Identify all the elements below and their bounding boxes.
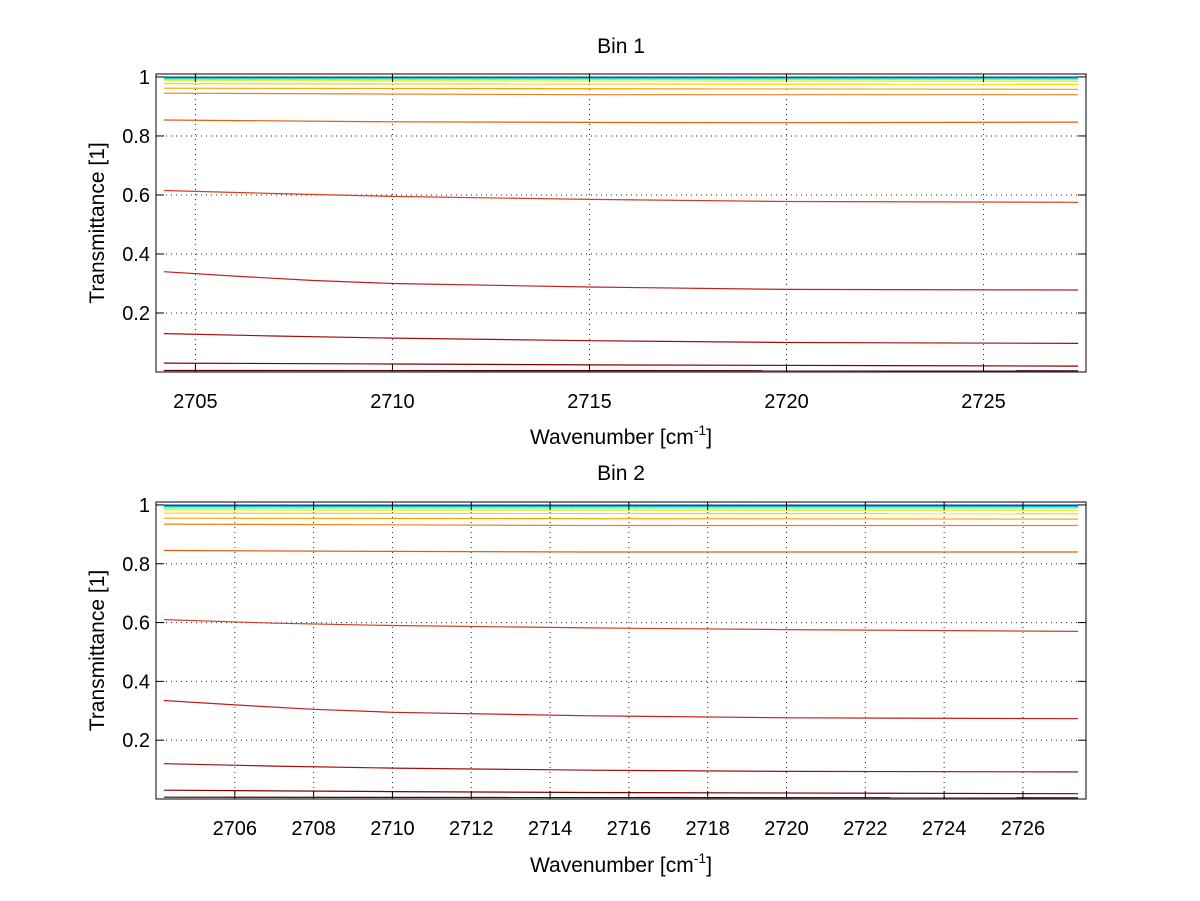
series-line-10 [163, 619, 1079, 633]
series-line-9 [163, 549, 1079, 553]
chart-title: Bin 2 [597, 462, 645, 485]
x-tick-label: 2725 [961, 391, 1006, 413]
x-tick-label: 2706 [213, 818, 258, 840]
y-axis-label: Transmittance [1] [86, 570, 109, 731]
series-line-11 [163, 699, 1079, 720]
y-tick-label: 1 [139, 495, 150, 517]
y-tick-label: 0.2 [122, 730, 150, 752]
y-tick-label: 0.4 [122, 671, 150, 693]
y-tick-label: 0.6 [122, 613, 150, 635]
x-tick-label: 2720 [764, 818, 809, 840]
chart-panel-2: 2706 2708 2710 2712 2714 2716 2718 2720 2722 2724… [86, 462, 1087, 877]
y-tick-label: 0.2 [122, 303, 150, 325]
series-line-14 [163, 796, 1079, 799]
x-tick-label: 2722 [843, 818, 888, 840]
y-axis-label: Transmittance [1] [86, 142, 109, 303]
x-axis-label: Wavenumber [cm-1] [530, 422, 712, 449]
axes-box [155, 501, 1087, 800]
y-tick-label: 0.8 [122, 126, 150, 148]
x-tick-label: 2724 [922, 818, 967, 840]
series-line-8 [163, 92, 1079, 96]
chart-panel-1: 2705 2710 2715 2720 2725 0.2 0.4 0.6 0.8 1 Bin 1 Wa… [86, 35, 1087, 449]
y-tick-label: 0.4 [122, 244, 150, 266]
y-tick-label: 0.8 [122, 554, 150, 576]
x-axis-label: Wavenumber [cm-1] [530, 850, 712, 877]
series-line-7 [163, 517, 1079, 520]
series-line-6 [163, 83, 1079, 85]
series-line-6 [163, 512, 1079, 515]
y-tick-label: 1 [139, 67, 150, 89]
x-tick-label: 2712 [449, 818, 494, 840]
series-line-7 [163, 87, 1079, 90]
x-tick-label: 2726 [1001, 818, 1046, 840]
series-line-11 [163, 271, 1079, 291]
x-tick-label: 2710 [370, 818, 415, 840]
x-tick-label: 2710 [370, 391, 415, 413]
series-line-9 [163, 119, 1079, 124]
x-tick-label: 2716 [607, 818, 652, 840]
y-tick-label: 0.6 [122, 185, 150, 207]
series-line-13 [163, 362, 1079, 367]
series-line-13 [163, 789, 1079, 795]
x-tick-label: 2715 [567, 391, 612, 413]
x-tick-label: 2705 [173, 391, 218, 413]
chart-title: Bin 1 [597, 35, 645, 58]
axes-box [155, 73, 1087, 373]
x-tick-label: 2714 [528, 818, 573, 840]
series-line-12 [163, 333, 1079, 344]
x-tick-label: 2718 [685, 818, 730, 840]
series-line-8 [163, 523, 1079, 527]
series-line-12 [163, 763, 1079, 773]
x-tick-label: 2720 [764, 391, 809, 413]
x-tick-label: 2708 [291, 818, 336, 840]
series-line-10 [163, 189, 1079, 203]
